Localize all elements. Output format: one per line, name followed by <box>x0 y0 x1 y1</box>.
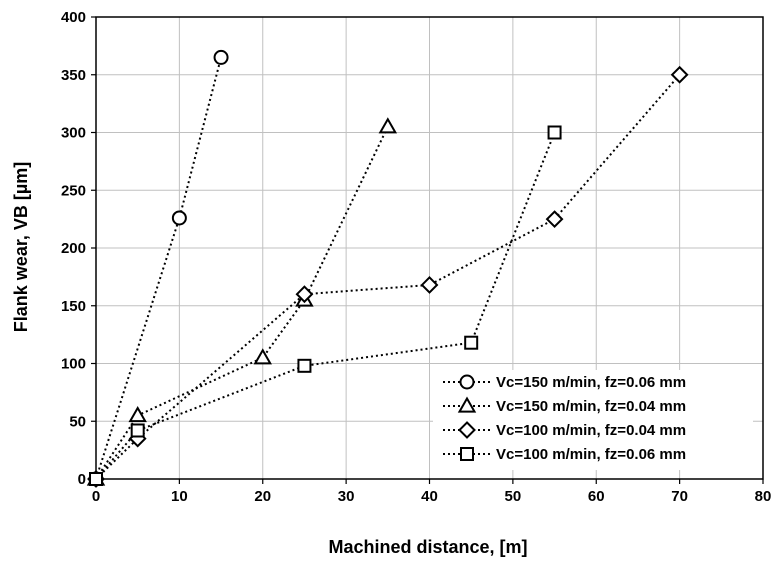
data-point-diamond <box>295 285 314 304</box>
y-tick-label: 250 <box>61 182 86 199</box>
data-point-diamond <box>545 210 564 229</box>
legend-label: Vc=100 m/min, fz=0.06 mm <box>496 446 686 463</box>
data-point-triangle <box>128 405 147 423</box>
axes: 0 10 20 30 40 50 60 70 80 0 50 100 150 200 250 300 350 40… <box>61 9 771 505</box>
grid <box>96 16 764 479</box>
x-tick-label: 60 <box>588 488 605 505</box>
data-point-circle <box>171 210 187 226</box>
y-tick-label: 200 <box>61 240 86 257</box>
y-tick-label: 400 <box>61 9 86 26</box>
y-tick-label: 0 <box>78 471 86 488</box>
legend-item: Vc=100 m/min, fz=0.04 mm <box>443 421 686 439</box>
x-tick-label: 70 <box>671 488 688 505</box>
data-point-triangle <box>253 348 272 365</box>
series-layer <box>86 49 689 488</box>
legend-item: Vc=150 m/min, fz=0.06 mm <box>443 374 686 391</box>
legend-marker-triangle <box>457 396 477 413</box>
legend: Vc=150 m/min, fz=0.06 mm Vc=150 m/min, fz… <box>433 370 753 470</box>
data-point-square <box>130 423 145 438</box>
y-axis-title: Flank wear, VB [µm] <box>11 162 31 332</box>
legend-marker-square <box>460 447 474 461</box>
series-line <box>95 74 681 480</box>
data-point-square <box>547 125 562 140</box>
y-tick-label: 150 <box>61 298 86 315</box>
y-tick-label: 50 <box>69 413 86 430</box>
legend-item: Vc=100 m/min, fz=0.06 mm <box>443 446 686 463</box>
y-tick-label: 100 <box>61 356 86 373</box>
data-point-circle <box>213 49 229 65</box>
legend-item: Vc=150 m/min, fz=0.04 mm <box>443 396 686 415</box>
x-axis-title: Machined distance, [m] <box>328 537 527 557</box>
x-tick-label: 30 <box>338 488 355 505</box>
data-point-square <box>464 335 479 350</box>
x-tick-label: 80 <box>755 488 772 505</box>
x-tick-label: 20 <box>254 488 271 505</box>
x-tick-label: 10 <box>171 488 188 505</box>
legend-label: Vc=100 m/min, fz=0.04 mm <box>496 422 686 439</box>
legend-label: Vc=150 m/min, fz=0.06 mm <box>496 374 686 391</box>
x-tick-label: 40 <box>421 488 438 505</box>
data-point-square <box>297 358 312 373</box>
data-point-diamond <box>420 276 439 294</box>
legend-marker-diamond <box>458 421 476 439</box>
x-tick-label: 0 <box>92 488 100 505</box>
data-point-diamond <box>670 65 689 84</box>
data-point-triangle <box>378 117 398 134</box>
legend-box <box>433 370 753 470</box>
x-tick-label: 50 <box>505 488 522 505</box>
series-line <box>95 57 223 480</box>
y-tick-label: 300 <box>61 125 86 142</box>
legend-marker-circle <box>459 374 475 390</box>
legend-label: Vc=150 m/min, fz=0.04 mm <box>496 398 686 415</box>
data-point-square <box>89 472 103 486</box>
series-line <box>95 132 556 480</box>
series-square <box>89 125 562 486</box>
y-tick-label: 350 <box>61 67 86 84</box>
series-line <box>95 126 389 480</box>
